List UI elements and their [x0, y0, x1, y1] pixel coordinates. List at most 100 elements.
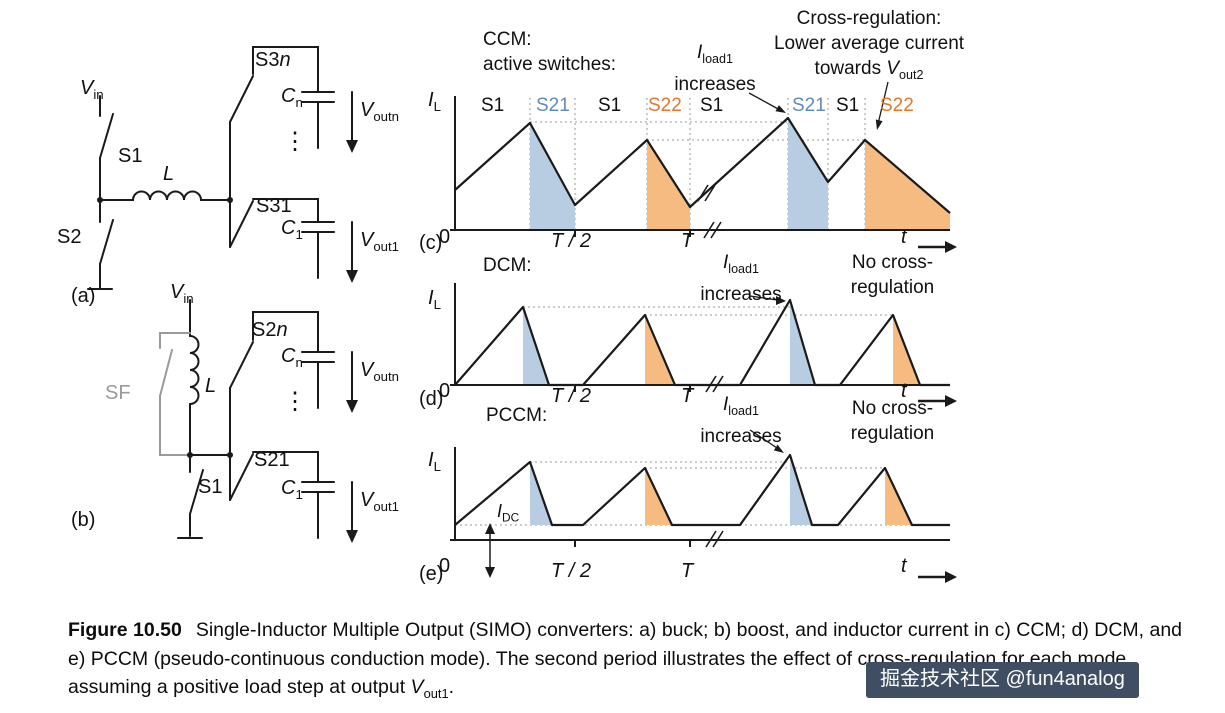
- dcm-title: DCM:: [483, 255, 532, 276]
- circuit-b-voutn-label: Voutn: [360, 360, 399, 384]
- dcm-guides: [523, 306, 893, 316]
- wire-gray: [159, 332, 191, 349]
- c1-symbol: C: [281, 217, 296, 239]
- ccm-switch-label-2: S1: [598, 95, 622, 116]
- circuit-a-s2-label: S2: [57, 226, 82, 248]
- idc-measure-arrow: [485, 523, 495, 578]
- voutn-symbol: V: [360, 359, 374, 381]
- idc-symbol: I: [497, 501, 503, 521]
- axis-break-marks: [705, 375, 724, 393]
- node-dot: [227, 452, 233, 458]
- voutn-subscript: outn: [373, 369, 400, 384]
- dcm-y-axis-label: IL: [428, 288, 441, 312]
- vin-symbol: V: [170, 281, 184, 303]
- node-dot: [187, 452, 193, 458]
- caption-body: Single-Inductor Multiple Output (SIMO) c…: [68, 619, 1183, 698]
- pccm-load-annotation: Iload1 increases: [676, 392, 806, 449]
- inductor-coil: [99, 190, 231, 201]
- pccm-inductor-current-waveform: [454, 453, 950, 527]
- wire: [252, 46, 319, 93]
- circuit-a-s31-label: S31: [256, 195, 292, 217]
- no-cross-line2: regulation: [850, 423, 935, 444]
- vin-subscript: in: [183, 291, 194, 306]
- vout1-subscript: out1: [373, 499, 400, 514]
- no-cross-line1: No cross-: [851, 252, 934, 273]
- figure-caption: Figure 10.50 Single-Inductor Multiple Out…: [68, 616, 1188, 708]
- ccm-plot: [450, 81, 957, 253]
- axis-break-marks: [705, 530, 724, 548]
- vout1-symbol: V: [360, 229, 374, 251]
- node-dot: [97, 197, 103, 203]
- sf-freewheel-switch: [159, 332, 191, 456]
- dcm-inductor-current-waveform: [454, 298, 950, 387]
- il-symbol: I: [428, 449, 434, 471]
- circuit-a-cn-label: Cn: [281, 86, 303, 110]
- switch-blade-s1: [99, 113, 114, 159]
- ccm-blue-region-2: [788, 118, 828, 230]
- vout1-subscript: out1: [373, 239, 400, 254]
- caption-period: .: [448, 676, 455, 698]
- switch-blade-s2n: [229, 341, 254, 389]
- iload-symbol: I: [723, 252, 729, 273]
- panel-label-e: (e): [419, 563, 444, 585]
- s3n-text: S3: [255, 49, 280, 71]
- circuit-a-voutn-label: Voutn: [360, 100, 399, 124]
- dcm-time-axis-arrow: [918, 395, 957, 407]
- dcm-load-step-arrow: [749, 295, 786, 305]
- voutn-subscript: outn: [373, 109, 400, 124]
- il-subscript: L: [433, 459, 441, 474]
- pccm-load-step-arrow: [749, 429, 784, 453]
- switch-blade-s1: [189, 469, 204, 515]
- dcm-no-cross-annotation: No cross- regulation: [815, 250, 970, 300]
- vout1-arrowhead: [346, 530, 358, 543]
- ccm-time-axis-label: t: [901, 226, 907, 248]
- circuit-b-s21-label: S21: [254, 449, 290, 471]
- circuit-b-schematic: [159, 299, 358, 543]
- circuit-a-s1-label: S1: [118, 145, 143, 167]
- switch-blade-s31: [229, 200, 254, 248]
- panel-label-b: (b): [71, 509, 96, 531]
- watermark-badge: 掘金技术社区 @fun4analog: [866, 662, 1139, 698]
- switch-blade-s21: [229, 453, 254, 501]
- ccm-switch-label-6: S1: [836, 95, 860, 116]
- pccm-time-axis-label: t: [901, 555, 907, 577]
- circuit-b-cn-label: Cn: [281, 346, 303, 370]
- no-cross-line1: No cross-: [851, 398, 934, 419]
- pccm-idc-label: IDC: [497, 502, 519, 524]
- cn-symbol: C: [281, 85, 296, 107]
- c1-symbol: C: [281, 477, 296, 499]
- ccm-title-line2: active switches:: [483, 54, 617, 75]
- pccm-load-line1: Iload1: [676, 392, 806, 424]
- iload-subscript: load1: [702, 51, 733, 66]
- ccm-cross-regulation-arrow: [875, 81, 889, 130]
- circuit-a-ellipsis: ⋮: [283, 128, 307, 155]
- ccm-load-line1: Iload1: [650, 40, 780, 72]
- circuit-a-c1-label: C1: [281, 218, 303, 242]
- wire: [252, 311, 319, 353]
- circuit-a-inductor-label: L: [163, 163, 175, 185]
- iload-symbol: I: [697, 42, 703, 63]
- ccm-y-axis-label: IL: [428, 90, 441, 114]
- iload-symbol: I: [723, 394, 729, 415]
- ccm-inductor-current-waveform: [454, 116, 951, 214]
- circuit-b-sf-label: SF: [105, 382, 131, 404]
- dcm-tick-label-t-half: T / 2: [551, 385, 592, 407]
- il-subscript: L: [433, 297, 441, 312]
- s3n-n: n: [279, 49, 291, 71]
- caption-vout1-subscript: out1: [423, 685, 449, 701]
- wire: [252, 451, 319, 483]
- ccm-blue-region-1: [530, 123, 575, 230]
- ccm-switch-label-4: S1: [700, 95, 724, 116]
- ccm-axes: [450, 96, 950, 237]
- iload-subscript: load1: [728, 403, 759, 418]
- circuit-b-inductor-label: L: [205, 375, 217, 397]
- ccm-load-line2: increases: [674, 73, 756, 95]
- voutn-symbol: V: [360, 99, 374, 121]
- idc-subscript: DC: [502, 510, 520, 525]
- ccm-switch-label-1: S21: [536, 95, 570, 116]
- dcm-load-line2: increases: [700, 283, 782, 305]
- wire: [252, 198, 319, 223]
- circuit-b-s2n-label: S2n: [252, 320, 288, 341]
